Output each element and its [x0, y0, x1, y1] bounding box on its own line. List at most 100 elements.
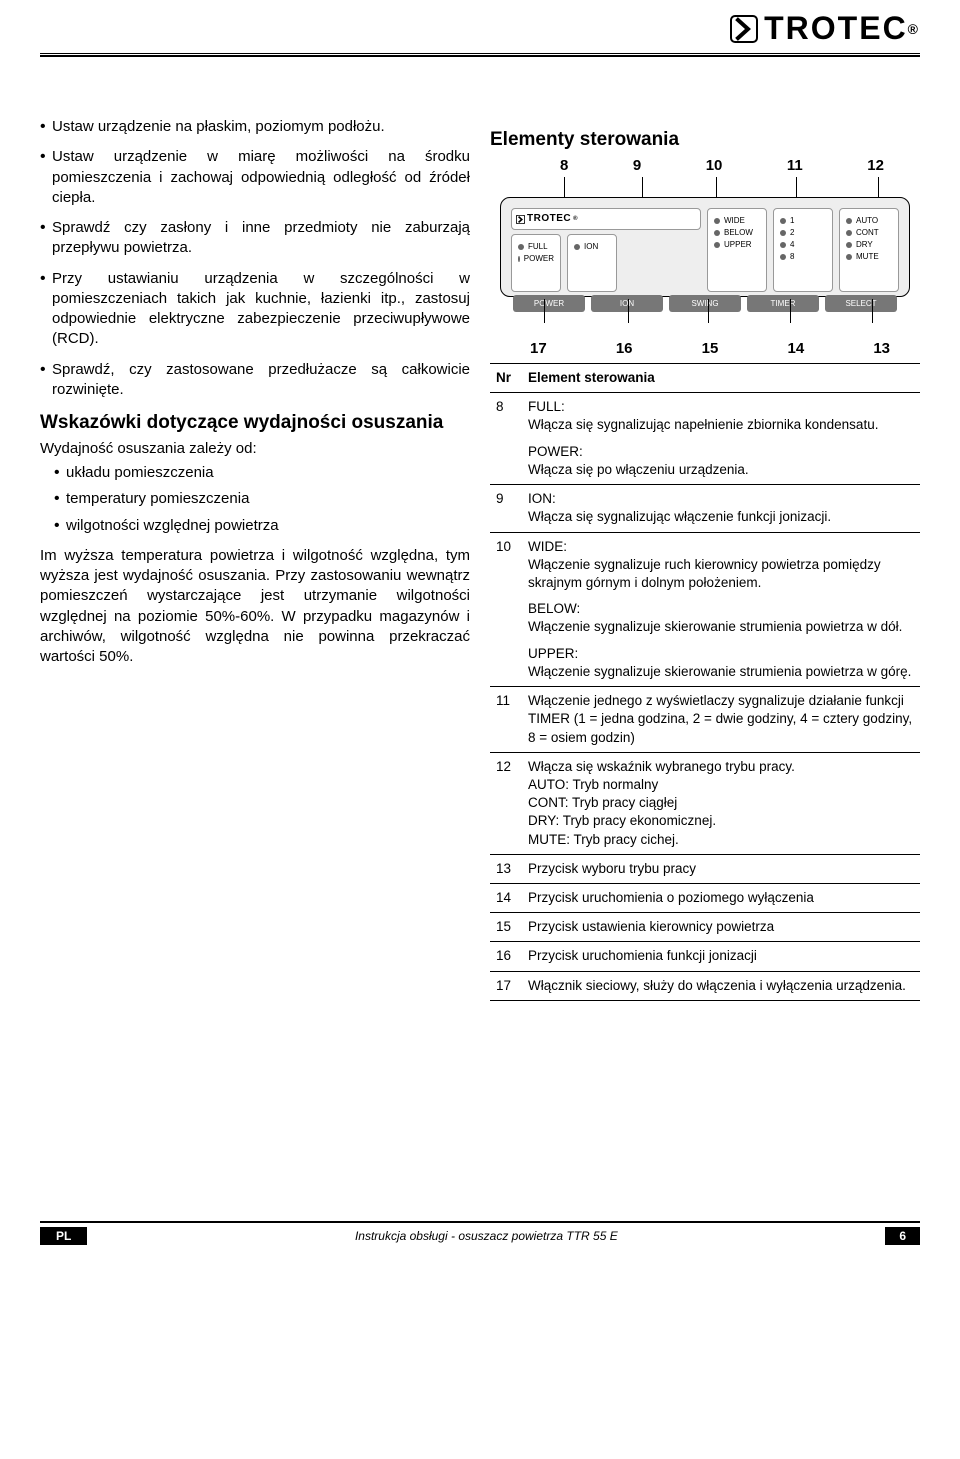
display-8: FULL POWER	[511, 234, 561, 292]
legend-desc: ION:Włącza się sygnalizując włączenie fu…	[522, 485, 920, 532]
legend-desc: Przycisk uruchomienia funkcji jonizacji	[522, 942, 920, 971]
legend-desc: Przycisk ustawienia kierownicy powietrza	[522, 913, 920, 942]
display-10: WIDE BELOW UPPER	[707, 208, 767, 292]
panel-button-power[interactable]: POWER	[513, 295, 585, 312]
panel-button-select[interactable]: SELECT	[825, 295, 897, 312]
footer-title: Instrukcja obsługi - osuszacz powietrza …	[355, 1229, 618, 1243]
legend-block-text: Włączenie sygnalizuje skierowanie strumi…	[528, 618, 914, 636]
tips-paragraph: Im wyższa temperatura powietrza i wilgot…	[40, 546, 470, 668]
led-label: 4	[790, 239, 794, 251]
legend-nr: 10	[490, 532, 522, 687]
legend-block-text: Włącza się wskaźnik wybranego trybu prac…	[528, 758, 914, 849]
bullet-text: Ustaw urządzenie w miarę możliwości na ś…	[52, 147, 470, 208]
led-label: AUTO	[856, 215, 878, 227]
bullet-text: Sprawdź czy zasłony i inne przedmioty ni…	[52, 218, 470, 259]
legend-nr: 12	[490, 752, 522, 854]
legend-nr: 9	[490, 485, 522, 532]
legend-block-text: Włączenie sygnalizuje skierowanie strumi…	[528, 663, 914, 681]
controls-legend-table: Nr Element sterowania 8FULL:Włącza się s…	[490, 363, 920, 1001]
callout-num: 14	[787, 340, 804, 357]
callouts-bottom: 17 16 15 14 13	[500, 340, 910, 357]
brand-name: TROTEC	[764, 10, 908, 47]
legend-block-text: Przycisk uruchomienia o poziomego wyłącz…	[528, 889, 914, 907]
led-label: CONT	[856, 227, 879, 239]
led-label: MUTE	[856, 251, 879, 263]
setup-bullets: •Ustaw urządzenie na płaskim, poziomym p…	[40, 117, 470, 400]
legend-block-name: FULL:	[528, 398, 914, 416]
callout-num: 15	[702, 340, 719, 357]
legend-desc: Włącznik sieciowy, służy do włączenia i …	[522, 971, 920, 1000]
legend-block-name: BELOW:	[528, 600, 914, 618]
control-panel-figure: 8 9 10 11 12 TROTEC®	[500, 157, 910, 357]
led-label: 2	[790, 227, 794, 239]
bullet-text: Przy ustawianiu urządzenia w szczególnoś…	[52, 269, 470, 350]
panel-button-swing[interactable]: SWING	[669, 295, 741, 312]
legend-nr: 8	[490, 393, 522, 485]
legend-block-text: Włączenie jednego z wyświetlaczy sygnali…	[528, 692, 914, 747]
legend-block-text: Włącza się po włączeniu urządzenia.	[528, 461, 914, 479]
led-label: POWER	[524, 253, 554, 265]
led-label: WIDE	[724, 215, 745, 227]
callout-num: 13	[873, 340, 890, 357]
th-element: Element sterowania	[522, 364, 920, 393]
callout-num: 8	[560, 157, 568, 174]
brand-name: TROTEC	[527, 213, 571, 225]
header-rule	[40, 53, 920, 57]
callout-num: 10	[706, 157, 723, 174]
legend-nr: 11	[490, 687, 522, 753]
callout-num: 16	[616, 340, 633, 357]
th-nr: Nr	[490, 364, 522, 393]
callout-num: 11	[787, 157, 803, 174]
led-label: DRY	[856, 239, 873, 251]
legend-block-text: Włącza się sygnalizując napełnienie zbio…	[528, 416, 914, 434]
legend-desc: WIDE:Włączenie sygnalizuje ruch kierowni…	[522, 532, 920, 687]
panel-button-timer[interactable]: TIMER	[747, 295, 819, 312]
left-column: •Ustaw urządzenie na płaskim, poziomym p…	[40, 117, 470, 1001]
legend-block-name: ION:	[528, 490, 914, 508]
legend-desc: Przycisk uruchomienia o poziomego wyłącz…	[522, 884, 920, 913]
legend-block-text: Przycisk ustawienia kierownicy powietrza	[528, 918, 914, 936]
legend-block-text: Włącza się sygnalizując włączenie funkcj…	[528, 508, 914, 526]
legend-nr: 14	[490, 884, 522, 913]
controls-heading: Elementy sterowania	[490, 129, 920, 151]
display-12: AUTO CONT DRY MUTE	[839, 208, 899, 292]
logo-chevron-icon	[730, 15, 758, 43]
legend-block-text: Włącznik sieciowy, służy do włączenia i …	[528, 977, 914, 995]
page-footer: PL Instrukcja obsługi - osuszacz powietr…	[40, 1221, 920, 1245]
bullet-text: temperatury pomieszczenia	[66, 489, 470, 509]
callout-num: 9	[633, 157, 641, 174]
bullet-text: Sprawdź, czy zastosowane przedłużacze są…	[52, 360, 470, 401]
led-label: 8	[790, 251, 794, 263]
legend-block-text: Przycisk wyboru trybu pracy	[528, 860, 914, 878]
control-panel-box: TROTEC® FULL POWER ION	[500, 197, 910, 297]
legend-nr: 15	[490, 913, 522, 942]
led-label: FULL	[528, 241, 548, 253]
page-header: TROTEC®	[40, 0, 920, 53]
legend-desc: FULL:Włącza się sygnalizując napełnienie…	[522, 393, 920, 485]
led-label: UPPER	[724, 239, 752, 251]
callout-num: 17	[530, 340, 547, 357]
legend-block-name: POWER:	[528, 443, 914, 461]
panel-logo: TROTEC®	[511, 208, 701, 230]
footer-lang: PL	[40, 1227, 87, 1245]
callouts-top: 8 9 10 11 12	[500, 157, 910, 174]
brand-logo: TROTEC®	[730, 10, 920, 47]
logo-chevron-icon	[516, 215, 525, 224]
panel-button-ion[interactable]: ION	[591, 295, 663, 312]
footer-page: 6	[885, 1227, 920, 1245]
tips-subbullets: •układu pomieszczenia •temperatury pomie…	[40, 463, 470, 536]
legend-nr: 16	[490, 942, 522, 971]
tips-heading: Wskazówki dotyczące wydajności osuszania	[40, 412, 470, 434]
legend-block-text: Włączenie sygnalizuje ruch kierownicy po…	[528, 556, 914, 592]
legend-desc: Włączenie jednego z wyświetlaczy sygnali…	[522, 687, 920, 753]
led-label: ION	[584, 241, 598, 253]
display-11: 1 2 4 8	[773, 208, 833, 292]
legend-block-text: Przycisk uruchomienia funkcji jonizacji	[528, 947, 914, 965]
display-9: ION	[567, 234, 617, 292]
bullet-text: Ustaw urządzenie na płaskim, poziomym po…	[52, 117, 470, 137]
right-column: Elementy sterowania 8 9 10 11 12	[490, 117, 920, 1001]
legend-desc: Przycisk wyboru trybu pracy	[522, 854, 920, 883]
tips-intro: Wydajność osuszania zależy od:	[40, 440, 470, 457]
legend-desc: Włącza się wskaźnik wybranego trybu prac…	[522, 752, 920, 854]
callout-num: 12	[867, 157, 884, 174]
